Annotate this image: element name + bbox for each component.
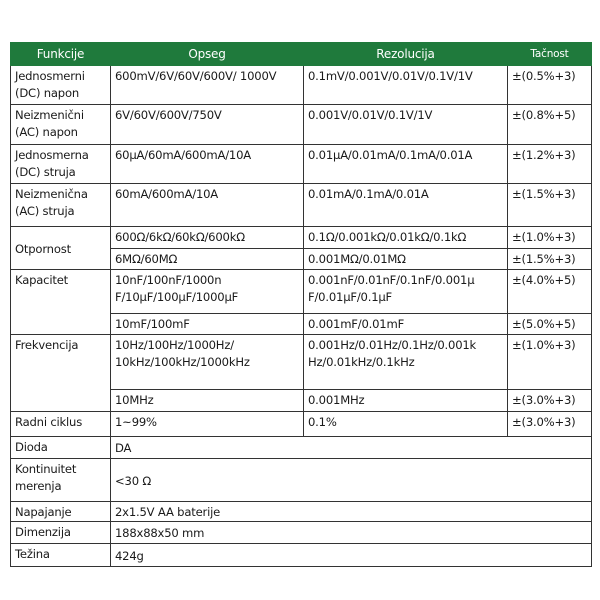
function-cell: Kapacitet <box>10 269 111 335</box>
function-cell: Radni ciklus <box>10 411 111 437</box>
accuracy-cell: ±(0.5%+3) <box>507 65 592 105</box>
accuracy-cell: ±(4.0%+5) <box>507 269 592 314</box>
table-row: Radni ciklus 1~99% 0.1% ±(3.0%+3) <box>10 411 592 437</box>
range-cell: 60mA/600mA/10A <box>110 183 304 227</box>
function-cell: Jednosmerna (DC) struja <box>10 144 111 184</box>
table-row: Neizmenični (AC) napon 6V/60V/600V/750V 0.… <box>10 104 592 145</box>
function-cell: Frekvencija <box>10 334 111 412</box>
resolution-cell: 0.001V/0.01V/0.1V/1V <box>303 104 508 145</box>
range-cell: 60µA/60mA/600mA/10A <box>110 144 304 184</box>
table-row: Kontinuitet merenja <30 Ω <box>10 458 592 502</box>
table-row: Neizmenična (AC) struja 60mA/600mA/10A 0.0… <box>10 183 592 227</box>
table-row: Težina 424g <box>10 543 592 567</box>
resolution-cell: 0.001mF/0.01mF <box>303 313 508 335</box>
resolution-cell: 0.01µA/0.01mA/0.1mA/0.01A <box>303 144 508 184</box>
function-cell: Otpornost <box>10 226 111 270</box>
accuracy-cell: ±(1.5%+3) <box>507 183 592 227</box>
range-cell: 10nF/100nF/1000n F/10µF/100µF/1000µF <box>110 269 304 314</box>
range-cell: 6V/60V/600V/750V <box>110 104 304 145</box>
resolution-cell: 0.001Hz/0.01Hz/0.1Hz/0.001k Hz/0.01kHz/0… <box>303 334 508 390</box>
resolution-cell: 0.1Ω/0.001kΩ/0.01kΩ/0.1kΩ <box>303 226 508 249</box>
range-cell: 1~99% <box>110 411 304 437</box>
resolution-cell: 0.001MHz <box>303 389 508 412</box>
table-row: Dioda DA <box>10 436 592 459</box>
range-cell: 600Ω/6kΩ/60kΩ/600kΩ <box>110 226 304 249</box>
range-cell: 10Hz/100Hz/1000Hz/ 10kHz/100kHz/1000kHz <box>110 334 304 390</box>
value-cell: 424g <box>110 543 592 567</box>
function-cell: Neizmenična (AC) struja <box>10 183 111 227</box>
table-row: Jednosmerna (DC) struja 60µA/60mA/600mA/1… <box>10 144 592 184</box>
table-row: Kapacitet 10nF/100nF/1000n F/10µF/100µF/1… <box>10 269 592 335</box>
header-resolution: Rezolucija <box>303 42 508 66</box>
resolution-cell: 0.001MΩ/0.01MΩ <box>303 248 508 270</box>
function-cell: Dioda <box>10 436 111 459</box>
function-cell: Kontinuitet merenja <box>10 458 111 502</box>
range-cell: 10mF/100mF <box>110 313 304 335</box>
table-header-row: Funkcije Opseg Rezolucija Tačnost <box>10 42 592 66</box>
table-row: Jednosmerni (DC) napon 600mV/6V/60V/600V/… <box>10 65 592 105</box>
function-cell: Težina <box>10 543 111 567</box>
function-cell: Napajanje <box>10 501 111 522</box>
accuracy-cell: ±(3.0%+3) <box>507 389 592 412</box>
value-cell: DA <box>110 436 592 459</box>
header-function: Funkcije <box>10 42 111 66</box>
accuracy-cell: ±(1.0%+3) <box>507 226 592 249</box>
function-cell: Neizmenični (AC) napon <box>10 104 111 145</box>
resolution-cell: 0.1mV/0.001V/0.01V/0.1V/1V <box>303 65 508 105</box>
accuracy-cell: ±(3.0%+3) <box>507 411 592 437</box>
table-row: Frekvencija 10Hz/100Hz/1000Hz/ 10kHz/100k… <box>10 334 592 412</box>
value-cell: 2x1.5V AA baterije <box>110 501 592 522</box>
table-row: Otpornost 600Ω/6kΩ/60kΩ/600kΩ 0.1Ω/0.001kΩ… <box>10 226 592 270</box>
resolution-cell: 0.1% <box>303 411 508 437</box>
value-cell: 188x88x50 mm <box>110 521 592 544</box>
function-cell: Jednosmerni (DC) napon <box>10 65 111 105</box>
specifications-table: Funkcije Opseg Rezolucija Tačnost Jednos… <box>10 42 592 567</box>
accuracy-cell: ±(5.0%+5) <box>507 313 592 335</box>
header-range: Opseg <box>110 42 304 66</box>
accuracy-cell: ±(1.0%+3) <box>507 334 592 390</box>
accuracy-cell: ±(1.2%+3) <box>507 144 592 184</box>
accuracy-cell: ±(1.5%+3) <box>507 248 592 270</box>
accuracy-cell: ±(0.8%+5) <box>507 104 592 145</box>
resolution-cell: 0.001nF/0.01nF/0.1nF/0.001µ F/0.01µF/0.1… <box>303 269 508 314</box>
table-row: Dimenzija 188x88x50 mm <box>10 521 592 544</box>
header-accuracy: Tačnost <box>507 42 592 66</box>
table-row: 10mF/100mF 0.001mF/0.01mF ±(5.0%+5) <box>11 313 592 335</box>
range-cell: 6MΩ/60MΩ <box>110 248 304 270</box>
range-cell: 600mV/6V/60V/600V/ 1000V <box>110 65 304 105</box>
function-cell: Dimenzija <box>10 521 111 544</box>
range-cell: 10MHz <box>110 389 304 412</box>
value-cell: <30 Ω <box>110 458 592 502</box>
table-row: Napajanje 2x1.5V AA baterije <box>10 501 592 522</box>
resolution-cell: 0.01mA/0.1mA/0.01A <box>303 183 508 227</box>
